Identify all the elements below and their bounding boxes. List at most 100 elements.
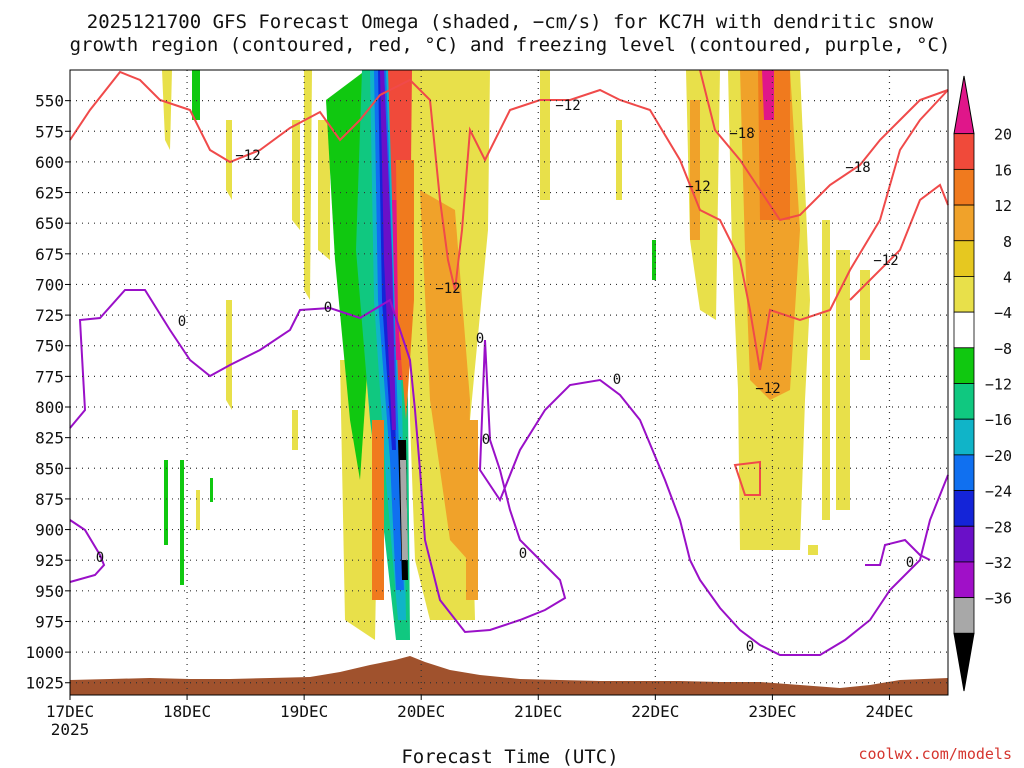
freezing-label-9: 0: [96, 550, 104, 566]
omega-shade-green-left-2: [164, 460, 168, 545]
credit-link[interactable]: coolwx.com/models: [858, 745, 1012, 763]
freezing-labels: 0 0 0 0 0 0 0 0 0: [96, 300, 914, 655]
y-axis: 550 575 600 625 650 675 700 725 750 775 800 825 850 8…: [25, 92, 70, 693]
y-tick-label: 1000: [25, 643, 64, 662]
contours: [69, 69, 949, 656]
colorbar-bin: [953, 204, 975, 242]
y-tick-label: 800: [35, 398, 64, 417]
colorbar-label: −24: [985, 483, 1012, 501]
grid-lines: [70, 70, 948, 695]
omega-shade-yellow-left-7: [304, 70, 312, 300]
dgz-label-6: −18: [845, 160, 870, 176]
colorbar-label: 12: [994, 197, 1012, 215]
dgz-labels: −12 −12 −12 −18 −12 −18 −12 −12: [235, 98, 898, 397]
omega-shade-purple-main: [380, 70, 396, 430]
plot-background: [70, 70, 948, 695]
dgz-contour-small-loop: [733, 460, 761, 496]
x-tick-label: 20DEC: [397, 702, 445, 721]
x-tick-label: 24DEC: [865, 702, 913, 721]
dgz-contour-lower: [699, 69, 949, 222]
omega-shade-green-left-3: [180, 460, 184, 585]
freezing-label-6: 0: [519, 546, 527, 562]
x-tick-label: 19DEC: [280, 702, 328, 721]
x-tick-label: 21DEC: [514, 702, 562, 721]
chart-title-line-1: 2025121700 GFS Forecast Omega (shaded, −…: [87, 11, 934, 33]
colorbar-label: −16: [985, 411, 1012, 429]
freezing-label-5: 0: [482, 432, 490, 448]
freezing-label-1: 0: [178, 314, 186, 330]
y-tick-label: 625: [35, 184, 64, 203]
omega-shade-magenta-right: [762, 70, 774, 120]
omega-shade-yellow-left-4: [292, 120, 300, 230]
x-tick-sublabel: 2025: [51, 720, 90, 739]
dgz-label-7: −12: [873, 253, 898, 269]
dgz-label-4: −18: [729, 126, 754, 142]
omega-shade-yellow-left-2: [226, 120, 232, 200]
colorbar-bin: [953, 597, 975, 634]
omega-shade-green-left-4: [210, 478, 213, 502]
omega-shade-grey-main: [400, 460, 408, 560]
colorbar-label: −36: [985, 590, 1012, 608]
colorbar-label: −12: [985, 376, 1012, 394]
freezing-contour-main: [69, 289, 949, 656]
omega-shade-orange-low-1: [372, 420, 384, 600]
x-tick-label: 23DEC: [748, 702, 796, 721]
dgz-label-1: −12: [235, 148, 260, 164]
dgz-contour-right-lower: [849, 183, 949, 301]
omega-shade-yellow-right-5: [822, 220, 830, 520]
x-tick-label: 22DEC: [631, 702, 679, 721]
y-tick-label: 1025: [25, 674, 64, 693]
dgz-label-5: −12: [685, 179, 710, 195]
colorbar-bin: [953, 347, 975, 384]
freezing-label-2: 0: [324, 300, 332, 316]
colorbar-label: −4: [994, 304, 1012, 322]
y-tick-label: 900: [35, 521, 64, 540]
colorbar-bin: [953, 276, 975, 313]
omega-shade-gold-right-2: [690, 100, 700, 240]
omega-shade-yellow-right-6: [836, 250, 850, 510]
colorbar-label: −8: [994, 340, 1012, 358]
y-tick-label: 700: [35, 275, 64, 294]
colorbar-bin: [953, 168, 975, 206]
omega-shade-gold-low-1: [466, 420, 478, 600]
colorbar-bin: [953, 240, 975, 277]
omega-shade-yellow-left-3: [226, 300, 232, 410]
y-tick-label: 575: [35, 122, 64, 141]
colorbar-bin: [953, 490, 975, 527]
colorbar-bin: [953, 133, 975, 170]
x-tick-label: 17DEC: [46, 702, 94, 721]
plot-area: −12 −12 −12 −18 −12 −18 −12 −12 0 0 0 0 …: [69, 69, 949, 696]
omega-shade-yellow-right-7: [860, 270, 870, 360]
colorbar-bin: [953, 561, 975, 599]
colorbar-label: −28: [985, 518, 1012, 536]
y-tick-label: 675: [35, 245, 64, 264]
freezing-contour-right-small: [865, 538, 931, 566]
y-tick-label: 550: [35, 92, 64, 111]
omega-shade-yellow-left-1: [162, 70, 172, 150]
omega-shade-orange-main: [396, 160, 414, 420]
y-tick-label: 750: [35, 337, 64, 356]
colorbar-bin: [953, 383, 975, 420]
dgz-label-2: −12: [435, 281, 460, 297]
freezing-label-8: 0: [906, 555, 914, 571]
colorbar-label: −32: [985, 554, 1012, 572]
y-tick-label: 650: [35, 214, 64, 233]
freezing-label-3: 0: [476, 331, 484, 347]
colorbar-arrow-top: [953, 75, 975, 135]
freezing-contour-left: [69, 519, 106, 583]
omega-shade-green-left-1: [192, 70, 200, 120]
colorbar-bin: [953, 454, 975, 491]
plot-frame: [69, 69, 949, 696]
y-tick-label: 825: [35, 429, 64, 448]
freezing-label-4: 0: [613, 372, 621, 388]
terrain: [70, 656, 948, 695]
colorbar-bin: [953, 525, 975, 563]
terrain-fill: [70, 656, 948, 695]
y-tick-label: 875: [35, 490, 64, 509]
y-tick-label: 850: [35, 459, 64, 478]
colorbar-label: 20: [994, 126, 1012, 144]
y-tick-label: 925: [35, 551, 64, 570]
omega-shade-yellow-left-6: [196, 490, 200, 530]
